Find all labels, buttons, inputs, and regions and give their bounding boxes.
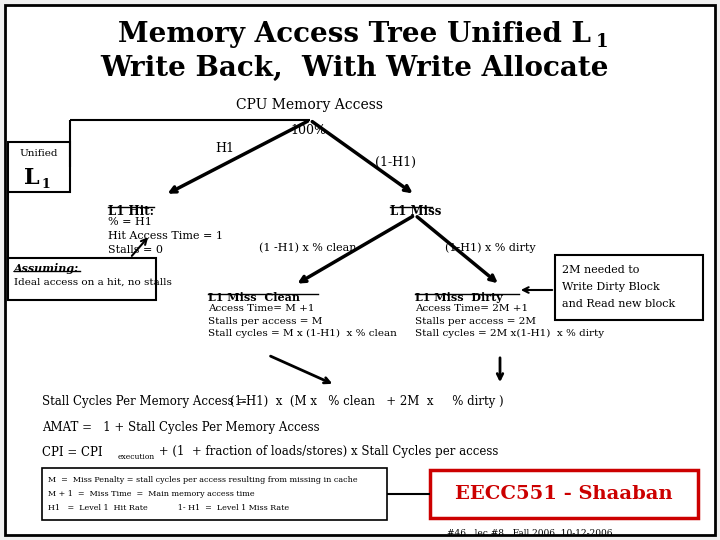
Text: CPI = CPI: CPI = CPI [42,446,103,458]
Text: Write Back,  With Write Allocate: Write Back, With Write Allocate [101,55,609,82]
Text: (1 -H1) x % clean: (1 -H1) x % clean [259,243,356,253]
Text: L1 Miss: L1 Miss [390,205,441,218]
Text: Memory Access Tree Unified L: Memory Access Tree Unified L [119,22,592,49]
Text: Ideal access on a hit, no stalls: Ideal access on a hit, no stalls [14,278,172,287]
Text: M + 1  =  Miss Time  =  Main memory access time: M + 1 = Miss Time = Main memory access t… [48,490,255,498]
Text: + (1  + fraction of loads/stores) x Stall Cycles per access: + (1 + fraction of loads/stores) x Stall… [155,446,498,458]
Bar [555,255,703,320]
Text: Assuming:: Assuming: [14,262,79,273]
Text: (1-H1)  x  (M x   % clean   + 2M  x     % dirty ): (1-H1) x (M x % clean + 2M x % dirty ) [230,395,503,408]
Text: (1-H1): (1-H1) [374,156,415,168]
Text: Unified: Unified [19,150,58,159]
Text: H1   =  Level 1  Hit Rate            1- H1  =  Level 1 Miss Rate: H1 = Level 1 Hit Rate 1- H1 = Level 1 Mi… [48,504,289,512]
Bar [8,258,156,300]
Text: 1: 1 [596,33,608,51]
Text: and Read new block: and Read new block [562,299,675,309]
Bar [42,468,387,520]
Text: Stall Cycles Per Memory Access =: Stall Cycles Per Memory Access = [42,395,247,408]
Text: (1-H1) x % dirty: (1-H1) x % dirty [445,242,535,253]
Text: EECC551 - Shaaban: EECC551 - Shaaban [455,485,672,503]
Text: L: L [24,167,40,189]
Text: % = H1
Hit Access Time = 1
Stalls = 0: % = H1 Hit Access Time = 1 Stalls = 0 [108,217,223,255]
Text: AMAT =   1 + Stall Cycles Per Memory Access: AMAT = 1 + Stall Cycles Per Memory Acces… [42,421,320,434]
Text: #46   lec #8   Fall 2006  10-12-2006: #46 lec #8 Fall 2006 10-12-2006 [447,529,613,537]
Text: L1 Hit:: L1 Hit: [108,205,154,218]
Text: 1: 1 [42,178,50,191]
Text: M  =  Miss Penalty = stall cycles per access resulting from missing in cache: M = Miss Penalty = stall cycles per acce… [48,476,358,484]
Text: Access Time= M +1
Stalls per access = M
Stall cycles = M x (1-H1)  x % clean: Access Time= M +1 Stalls per access = M … [208,304,397,338]
Bar [430,470,698,518]
Text: Write Dirty Block: Write Dirty Block [562,282,660,292]
Text: L1 Miss  Dirty: L1 Miss Dirty [415,292,503,303]
Text: CPU Memory Access: CPU Memory Access [236,98,384,112]
Text: execution: execution [118,453,156,461]
Bar [8,142,70,192]
Text: L1 Miss  Clean: L1 Miss Clean [208,292,300,303]
Text: Access Time= 2M +1
Stalls per access = 2M
Stall cycles = 2M x(1-H1)  x % dirty: Access Time= 2M +1 Stalls per access = 2… [415,304,604,338]
Text: 2M needed to: 2M needed to [562,265,639,275]
Text: 100%: 100% [290,124,326,137]
Text: H1: H1 [215,141,235,154]
